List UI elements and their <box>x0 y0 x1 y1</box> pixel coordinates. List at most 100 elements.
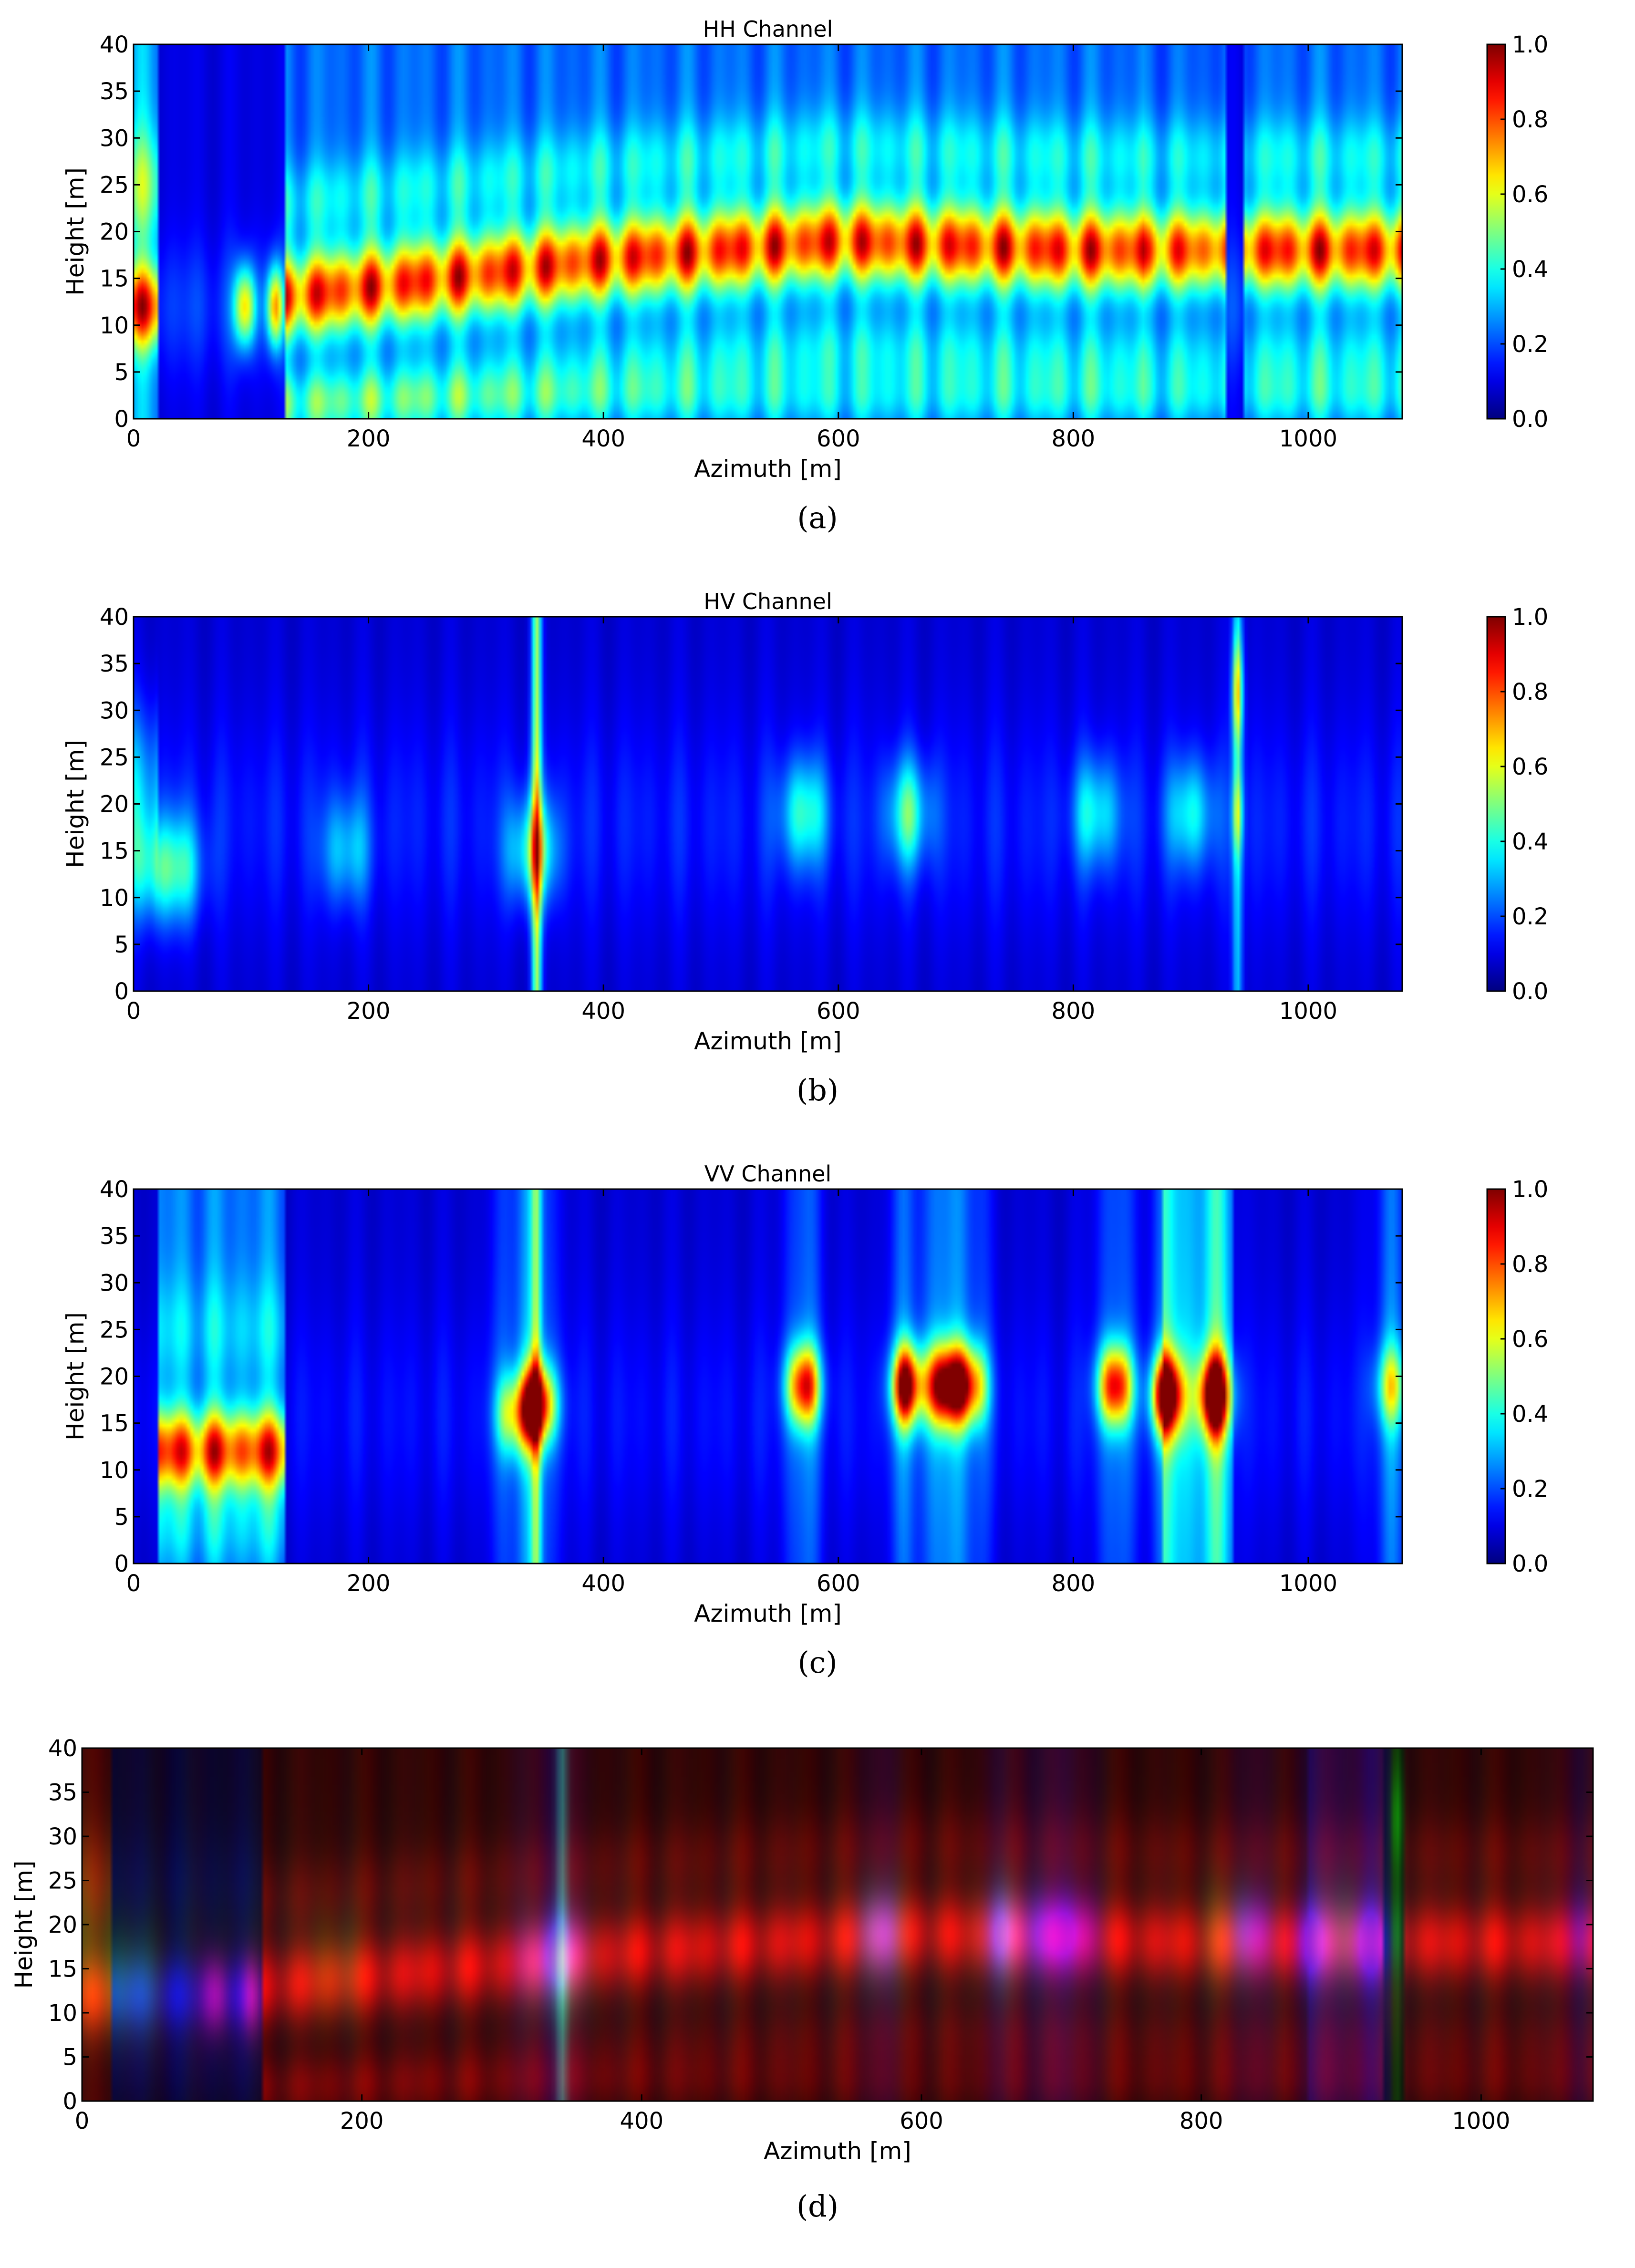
heatmap-image-b <box>134 617 1402 991</box>
x-tick-label-d-0: 0 <box>75 2108 90 2134</box>
caption-a: (a) <box>797 500 838 535</box>
x-axis-label-c: Azimuth [m] <box>694 1600 842 1627</box>
colorbar-tick-label-b-5: 1.0 <box>1512 604 1548 631</box>
x-axis-label-d: Azimuth [m] <box>764 2137 911 2165</box>
x-tick-label-c-5: 1000 <box>1279 1570 1337 1597</box>
y-tick-label-d-4: 20 <box>48 1912 77 1938</box>
x-axis-label-a: Azimuth [m] <box>694 455 842 483</box>
y-tick-label-d-7: 35 <box>48 1780 77 1806</box>
y-axis-label-c: Height [m] <box>62 1312 89 1440</box>
x-tick-label-b-4: 800 <box>1052 998 1096 1025</box>
y-tick-label-b-0: 0 <box>114 978 129 1005</box>
y-tick-label-d-2: 10 <box>48 2000 77 2027</box>
x-tick-label-a-1: 200 <box>347 425 391 452</box>
caption-d: (d) <box>797 2189 838 2224</box>
x-tick-label-a-0: 0 <box>126 425 141 452</box>
x-tick-label-a-5: 1000 <box>1279 425 1337 452</box>
x-tick-label-d-3: 600 <box>900 2108 943 2134</box>
colorbar-tick-label-b-4: 0.8 <box>1512 679 1548 705</box>
chart-title-b: HV Channel <box>704 589 832 614</box>
y-tick-label-c-6: 30 <box>100 1270 129 1296</box>
colorbar-tick-label-a-3: 0.6 <box>1512 181 1548 208</box>
colorbar-tick-label-c-1: 0.2 <box>1512 1476 1548 1502</box>
y-tick-label-d-6: 30 <box>48 1823 77 1850</box>
panel-d: 0 200 400 600 800 1000 0 5 10 15 20 25 30 35 40 Azimuth… <box>10 1735 1594 2224</box>
x-tick-label-b-5: 1000 <box>1279 998 1337 1025</box>
x-tick-label-c-1: 200 <box>347 1570 391 1597</box>
y-axis-label-b: Height [m] <box>62 740 89 868</box>
y-tick-label-c-4: 20 <box>100 1364 129 1390</box>
colorbar-tick-label-a-2: 0.4 <box>1512 256 1548 283</box>
x-tick-label-c-2: 400 <box>581 1570 625 1597</box>
y-tick-label-a-8: 40 <box>100 31 129 58</box>
x-tick-label-a-4: 800 <box>1052 425 1096 452</box>
y-tick-label-b-7: 35 <box>100 651 129 677</box>
y-tick-label-d-1: 5 <box>62 2044 77 2071</box>
panel-b: HV Channel 0 200 400 600 800 1000 0 5 10 15 20 25 30 3… <box>62 589 1548 1108</box>
y-tick-label-a-3: 15 <box>100 266 129 292</box>
colorbar-tick-label-c-2: 0.4 <box>1512 1401 1548 1428</box>
colorbar-tick-label-b-1: 0.2 <box>1512 903 1548 930</box>
x-tick-label-c-4: 800 <box>1052 1570 1096 1597</box>
heatmap-image-a <box>134 44 1402 419</box>
colorbar-c <box>1486 1188 1506 1564</box>
x-tick-label-c-0: 0 <box>126 1570 141 1597</box>
colorbar-tick-label-c-4: 0.8 <box>1512 1251 1548 1278</box>
y-tick-label-b-3: 15 <box>100 838 129 865</box>
y-tick-label-c-3: 15 <box>100 1410 129 1437</box>
y-tick-label-c-7: 35 <box>100 1223 129 1250</box>
y-tick-label-a-0: 0 <box>114 406 129 433</box>
y-tick-label-b-2: 10 <box>100 885 129 911</box>
y-axis-label-d: Height [m] <box>10 1861 38 1989</box>
panel-a: HH Channel 0 200 400 600 800 1000 0 5 10 15 20 25 30 3… <box>62 16 1548 535</box>
y-tick-label-a-1: 5 <box>114 359 129 386</box>
colorbar-a <box>1486 43 1506 420</box>
x-tick-label-b-2: 400 <box>581 998 625 1025</box>
colorbar-tick-label-b-3: 0.6 <box>1512 754 1548 780</box>
y-tick-label-c-0: 0 <box>114 1551 129 1577</box>
panel-c: VV Channel 0 200 400 600 800 1000 0 5 10 15 20 25 30 3… <box>62 1161 1548 1680</box>
x-tick-label-b-3: 600 <box>817 998 860 1025</box>
heatmap-image-d <box>82 1748 1593 2101</box>
x-tick-label-d-2: 400 <box>620 2108 664 2134</box>
y-tick-label-a-4: 20 <box>100 219 129 246</box>
x-axis-label-b: Azimuth [m] <box>694 1027 842 1055</box>
x-tick-label-d-1: 200 <box>340 2108 384 2134</box>
y-axis-label-a: Height [m] <box>62 167 89 296</box>
colorbar-tick-label-a-0: 0.0 <box>1512 406 1548 433</box>
colorbar-b <box>1486 616 1506 992</box>
y-tick-label-b-6: 30 <box>100 697 129 724</box>
heatmap-image-c <box>134 1189 1402 1564</box>
caption-c: (c) <box>797 1645 837 1680</box>
y-tick-label-c-1: 5 <box>114 1504 129 1531</box>
colorbar-tick-label-c-5: 1.0 <box>1512 1176 1548 1203</box>
x-tick-label-b-0: 0 <box>126 998 141 1025</box>
x-tick-label-d-5: 1000 <box>1452 2108 1510 2134</box>
y-tick-label-c-5: 25 <box>100 1316 129 1343</box>
x-tick-label-a-3: 600 <box>817 425 860 452</box>
colorbar-tick-label-a-1: 0.2 <box>1512 331 1548 358</box>
x-tick-label-b-1: 200 <box>347 998 391 1025</box>
y-tick-label-d-0: 0 <box>62 2088 77 2115</box>
caption-b: (b) <box>797 1073 838 1108</box>
y-tick-label-d-3: 15 <box>48 1956 77 1983</box>
y-tick-label-a-6: 30 <box>100 125 129 152</box>
y-tick-label-b-4: 20 <box>100 791 129 818</box>
colorbar-tick-label-b-0: 0.0 <box>1512 978 1548 1005</box>
colorbar-tick-label-a-5: 1.0 <box>1512 31 1548 58</box>
colorbar-tick-label-a-4: 0.8 <box>1512 106 1548 133</box>
y-tick-label-c-2: 10 <box>100 1457 129 1484</box>
colorbar-tick-label-c-3: 0.6 <box>1512 1326 1548 1353</box>
y-tick-label-a-5: 25 <box>100 172 129 198</box>
colorbar-tick-label-c-0: 0.0 <box>1512 1551 1548 1577</box>
y-tick-label-b-8: 40 <box>100 604 129 631</box>
y-tick-label-b-5: 25 <box>100 744 129 771</box>
y-tick-label-b-1: 5 <box>114 932 129 958</box>
chart-title-a: HH Channel <box>703 16 833 42</box>
y-tick-label-d-8: 40 <box>48 1735 77 1762</box>
y-tick-label-c-8: 40 <box>100 1176 129 1203</box>
colorbar-tick-label-b-2: 0.4 <box>1512 828 1548 855</box>
y-tick-label-a-7: 35 <box>100 78 129 105</box>
x-tick-label-a-2: 400 <box>581 425 625 452</box>
